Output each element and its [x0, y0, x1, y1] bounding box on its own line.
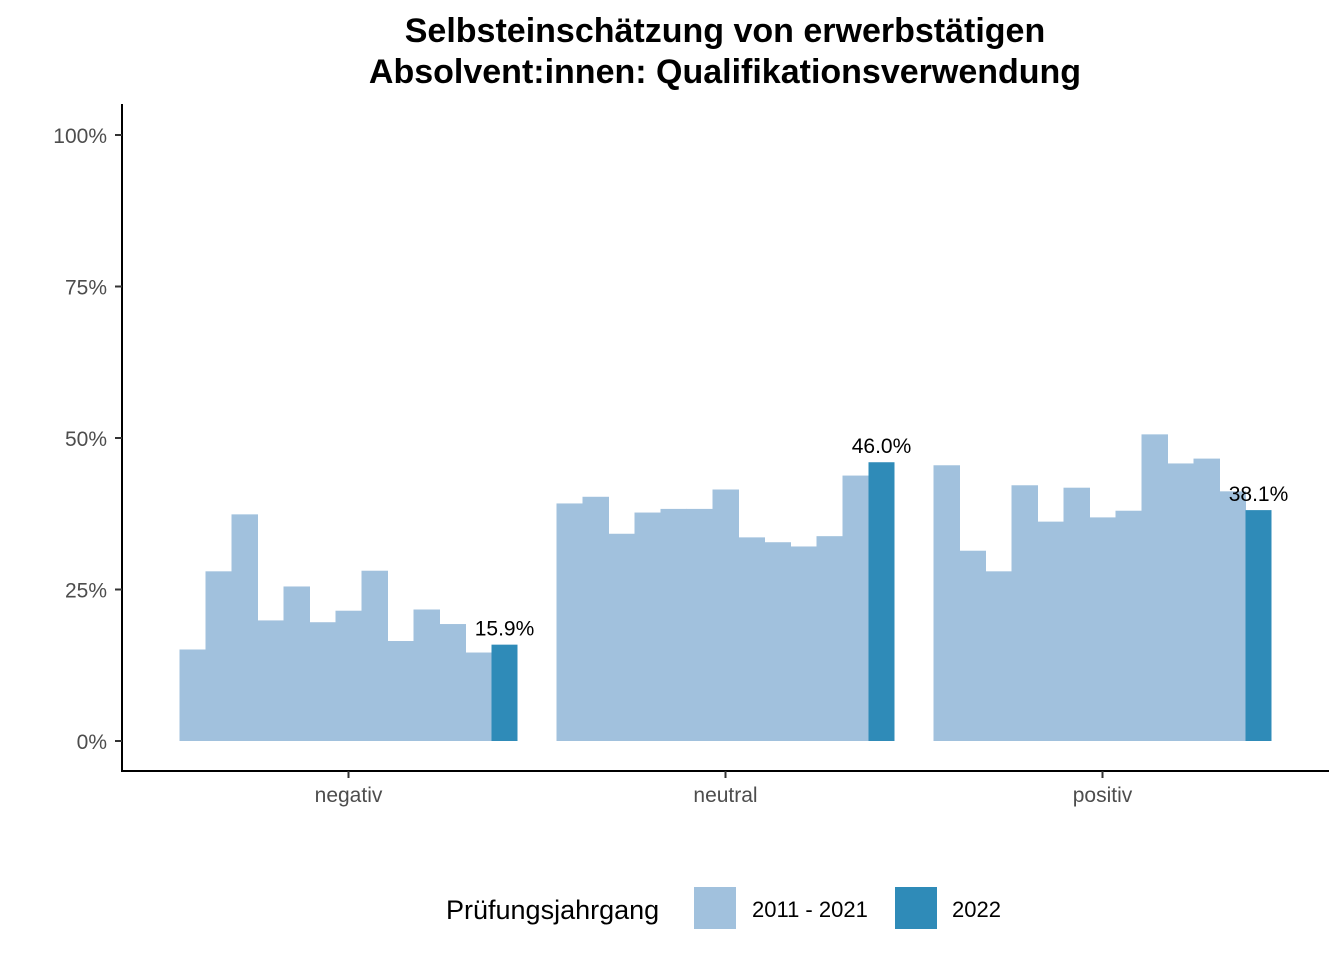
bar-negativ-2011-2021-7	[335, 610, 362, 741]
x-axis-ticks: negativ neutral positiv	[315, 771, 1133, 807]
bar-negativ-2011-2021-4	[257, 620, 284, 741]
bar-positiv-2011-2021-4	[1011, 485, 1038, 741]
x-tick-label-neutral: neutral	[693, 784, 757, 807]
y-tick-label: 50%	[65, 428, 107, 451]
bar-negativ-2011-2021-11	[439, 624, 466, 741]
legend-swatch-2011-2021	[694, 887, 736, 929]
bars-layer	[179, 434, 1272, 741]
legend-title: Prüfungsjahrgang	[446, 895, 659, 925]
chart-title-line-1: Selbsteinschätzung von erwerbstätigen	[405, 12, 1045, 50]
y-tick-label: 100%	[53, 125, 107, 148]
data-label-positiv-2022: 38.1%	[1229, 483, 1289, 506]
bar-positiv-2011-2021-6	[1063, 487, 1090, 741]
y-axis-ticks: 0% 25% 50% 75% 100%	[53, 125, 122, 754]
bar-neutral-2011-2021-4	[634, 512, 661, 741]
bar-positiv-2011-2021-8	[1115, 510, 1142, 741]
data-label-negativ-2022: 15.9%	[475, 618, 535, 641]
bar-neutral-2011-2021-9	[764, 542, 791, 741]
bar-positiv-2011-2021-5	[1037, 521, 1064, 741]
bar-negativ-2011-2021-5	[283, 586, 310, 741]
bar-positiv-2011-2021-10	[1167, 463, 1194, 741]
bar-positiv-2011-2021-12	[1219, 491, 1246, 741]
bar-negativ-2011-2021-9	[387, 641, 414, 741]
data-labels-layer: 15.9% 46.0% 38.1%	[475, 435, 1289, 640]
bar-neutral-2011-2021-3	[608, 533, 635, 741]
bar-negativ-2011-2021-3	[231, 514, 258, 741]
y-tick-label: 75%	[65, 277, 107, 300]
bar-positiv-2011-2021-7	[1089, 517, 1116, 741]
bar-negativ-2011-2021-12	[465, 652, 492, 741]
bar-positiv-2011-2021-3	[985, 571, 1012, 741]
bar-positiv-2022	[1245, 510, 1272, 741]
bar-neutral-2011-2021-8	[738, 537, 765, 741]
bar-neutral-2011-2021-2	[582, 496, 609, 741]
bar-negativ-2022	[491, 644, 518, 741]
bar-neutral-2011-2021-7	[712, 489, 739, 741]
bar-neutral-2011-2021-12	[842, 475, 869, 741]
legend-label-2011-2021: 2011 - 2021	[752, 897, 868, 922]
bar-neutral-2011-2021-5	[660, 508, 687, 741]
legend-swatch-2022	[895, 887, 937, 929]
bar-negativ-2011-2021-10	[413, 609, 440, 741]
bar-positiv-2011-2021-9	[1141, 434, 1168, 741]
bar-negativ-2011-2021-8	[361, 570, 388, 741]
x-tick-label-negativ: negativ	[315, 784, 383, 807]
bar-negativ-2011-2021-1	[179, 649, 206, 741]
bar-negativ-2011-2021-2	[205, 571, 232, 741]
bar-neutral-2011-2021-6	[686, 508, 713, 741]
y-tick-label: 25%	[65, 580, 107, 603]
bar-positiv-2011-2021-11	[1193, 458, 1220, 741]
bar-negativ-2011-2021-6	[309, 622, 336, 741]
bar-neutral-2011-2021-10	[790, 546, 817, 741]
bar-positiv-2011-2021-2	[959, 550, 986, 741]
bar-neutral-2011-2021-11	[816, 536, 843, 741]
chart-title-line-2: Absolvent:innen: Qualifikationsverwendun…	[369, 53, 1081, 91]
x-tick-label-positiv: positiv	[1073, 784, 1133, 807]
legend-label-2022: 2022	[952, 897, 1001, 922]
y-tick-label: 0%	[77, 731, 107, 754]
bar-neutral-2022	[868, 462, 895, 741]
bar-positiv-2011-2021-1	[933, 465, 960, 741]
legend: Prüfungsjahrgang 2011 - 2021 2022	[446, 887, 1001, 929]
bar-neutral-2011-2021-1	[556, 503, 583, 741]
data-label-neutral-2022: 46.0%	[852, 435, 912, 458]
